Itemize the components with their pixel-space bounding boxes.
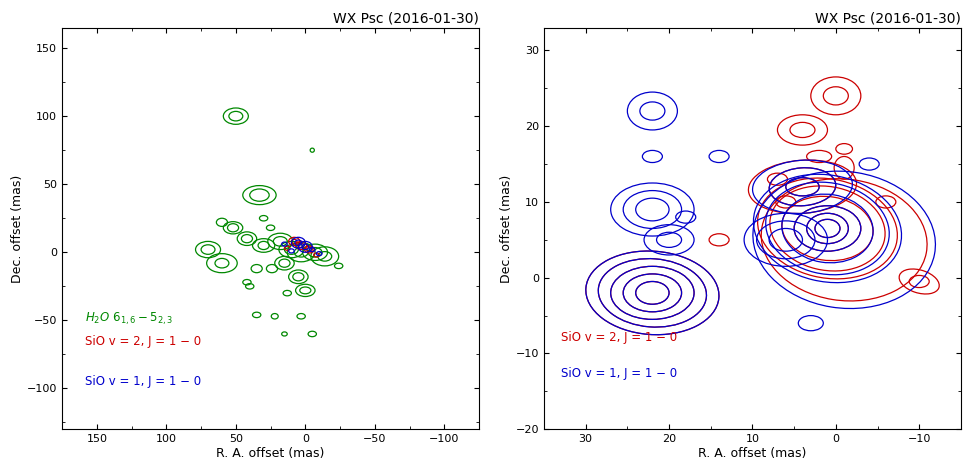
Text: SiO v = 2, J = 1 − 0: SiO v = 2, J = 1 − 0 [86, 335, 201, 348]
Text: $H_2O\ 6_{1,6} - 5_{2,3}$: $H_2O\ 6_{1,6} - 5_{2,3}$ [86, 311, 173, 327]
X-axis label: R. A. offset (mas): R. A. offset (mas) [217, 447, 325, 460]
X-axis label: R. A. offset (mas): R. A. offset (mas) [698, 447, 807, 460]
Y-axis label: Dec. offset (mas): Dec. offset (mas) [11, 174, 24, 283]
Text: SiO v = 2, J = 1 − 0: SiO v = 2, J = 1 − 0 [561, 331, 677, 344]
Text: SiO v = 1, J = 1 − 0: SiO v = 1, J = 1 − 0 [86, 375, 201, 388]
Text: SiO v = 1, J = 1 − 0: SiO v = 1, J = 1 − 0 [561, 367, 677, 380]
Text: WX Psc (2016-01-30): WX Psc (2016-01-30) [333, 11, 479, 25]
Text: WX Psc (2016-01-30): WX Psc (2016-01-30) [815, 11, 961, 25]
Y-axis label: Dec. offset (mas): Dec. offset (mas) [500, 174, 513, 283]
